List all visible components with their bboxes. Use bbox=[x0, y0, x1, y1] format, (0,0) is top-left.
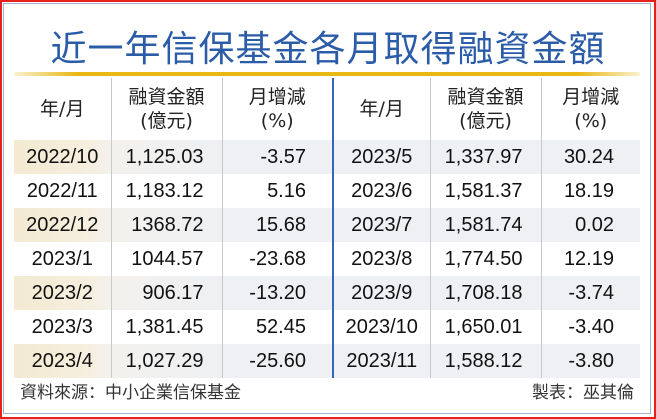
change-cell: -25.60 bbox=[221, 344, 333, 378]
period-cell: 2023/5 bbox=[332, 140, 430, 174]
change-cell: 52.45 bbox=[221, 310, 333, 344]
source-note: 資料來源：中小企業信保基金 bbox=[20, 383, 241, 403]
amount-cell: 1,650.01 bbox=[429, 310, 541, 344]
amount-cell: 1368.72 bbox=[110, 208, 222, 242]
amount-cell: 1,774.50 bbox=[429, 242, 541, 276]
table-row: 2023/2 906.17 -13.20 2023/9 1,708.18 -3.74 bbox=[14, 276, 640, 310]
change-cell: -3.57 bbox=[221, 140, 333, 174]
period-cell: 2023/1 bbox=[31, 247, 93, 270]
period-cell: 2023/8 bbox=[332, 242, 430, 276]
financing-table: 年/月 融資金額 (億元) 月增減 (%) 年/月 融資金額 (億元) 月增減 (%) … bbox=[14, 78, 640, 378]
table-row: 2023/3 1,381.45 52.45 2023/10 1,650.01 -3.40 bbox=[14, 310, 640, 344]
period-cell: 2023/6 bbox=[332, 174, 430, 208]
change-cell: 30.24 bbox=[540, 140, 640, 174]
amount-cell: 1,588.12 bbox=[429, 344, 541, 378]
header-change: 月增減 (%) bbox=[540, 78, 640, 140]
period-cell: 2023/3 bbox=[31, 315, 93, 338]
change-cell: 0.02 bbox=[540, 208, 640, 242]
period-cell: 2023/11 bbox=[332, 344, 430, 378]
amount-cell: 1,381.45 bbox=[110, 310, 222, 344]
period-cell: 2023/10 bbox=[332, 310, 430, 344]
table-row: 2023/4 1,027.29 -25.60 2023/11 1,588.12 -3.80 bbox=[14, 344, 640, 378]
table-row: 2022/10 1,125.03 -3.57 2023/5 1,337.97 30.24 bbox=[14, 140, 640, 174]
amount-cell: 1,581.37 bbox=[429, 174, 541, 208]
period-cell: 2022/12 bbox=[14, 208, 111, 242]
amount-cell: 1,183.12 bbox=[110, 174, 222, 208]
table-row: 2022/12 1368.72 15.68 2023/7 1,581.74 0.02 bbox=[14, 208, 640, 242]
header-row: 年/月 融資金額 (億元) 月增減 (%) 年/月 融資金額 (億元) 月增減 (%) bbox=[14, 78, 640, 140]
header-period: 年/月 bbox=[40, 98, 85, 120]
header-amount: 融資金額 (億元) bbox=[110, 78, 222, 140]
amount-cell: 1044.57 bbox=[110, 242, 222, 276]
header-period: 年/月 bbox=[332, 78, 430, 140]
page-title: 近一年信保基金各月取得融資金額 bbox=[50, 29, 606, 70]
change-cell: 18.19 bbox=[540, 174, 640, 208]
title-rule bbox=[14, 72, 640, 76]
amount-cell: 906.17 bbox=[110, 276, 222, 310]
change-cell: -13.20 bbox=[221, 276, 333, 310]
header-amount: 融資金額 (億元) bbox=[429, 78, 541, 140]
period-cell: 2023/9 bbox=[332, 276, 430, 310]
period-cell: 2023/7 bbox=[332, 208, 430, 242]
period-cell: 2023/4 bbox=[14, 344, 111, 378]
amount-cell: 1,581.74 bbox=[429, 208, 541, 242]
change-cell: -3.40 bbox=[540, 310, 640, 344]
period-cell: 2022/10 bbox=[14, 140, 111, 174]
amount-cell: 1,708.18 bbox=[429, 276, 541, 310]
change-cell: 5.16 bbox=[221, 174, 333, 208]
amount-cell: 1,125.03 bbox=[110, 140, 222, 174]
header-change: 月增減 (%) bbox=[221, 78, 333, 140]
change-cell: -3.74 bbox=[540, 276, 640, 310]
table-row: 2023/1 1044.57 -23.68 2023/8 1,774.50 12.19 bbox=[14, 242, 640, 276]
inner-border bbox=[3, 3, 651, 414]
amount-cell: 1,337.97 bbox=[429, 140, 541, 174]
period-cell: 2022/11 bbox=[26, 179, 98, 202]
change-cell: -23.68 bbox=[221, 242, 333, 276]
period-cell: 2023/2 bbox=[14, 276, 111, 310]
table-row: 2022/11 1,183.12 5.16 2023/6 1,581.37 18.19 bbox=[14, 174, 640, 208]
change-cell: -3.80 bbox=[540, 344, 640, 378]
change-cell: 15.68 bbox=[221, 208, 333, 242]
credit-note: 製表：巫其倫 bbox=[532, 383, 634, 403]
change-cell: 12.19 bbox=[540, 242, 640, 276]
amount-cell: 1,027.29 bbox=[110, 344, 222, 378]
